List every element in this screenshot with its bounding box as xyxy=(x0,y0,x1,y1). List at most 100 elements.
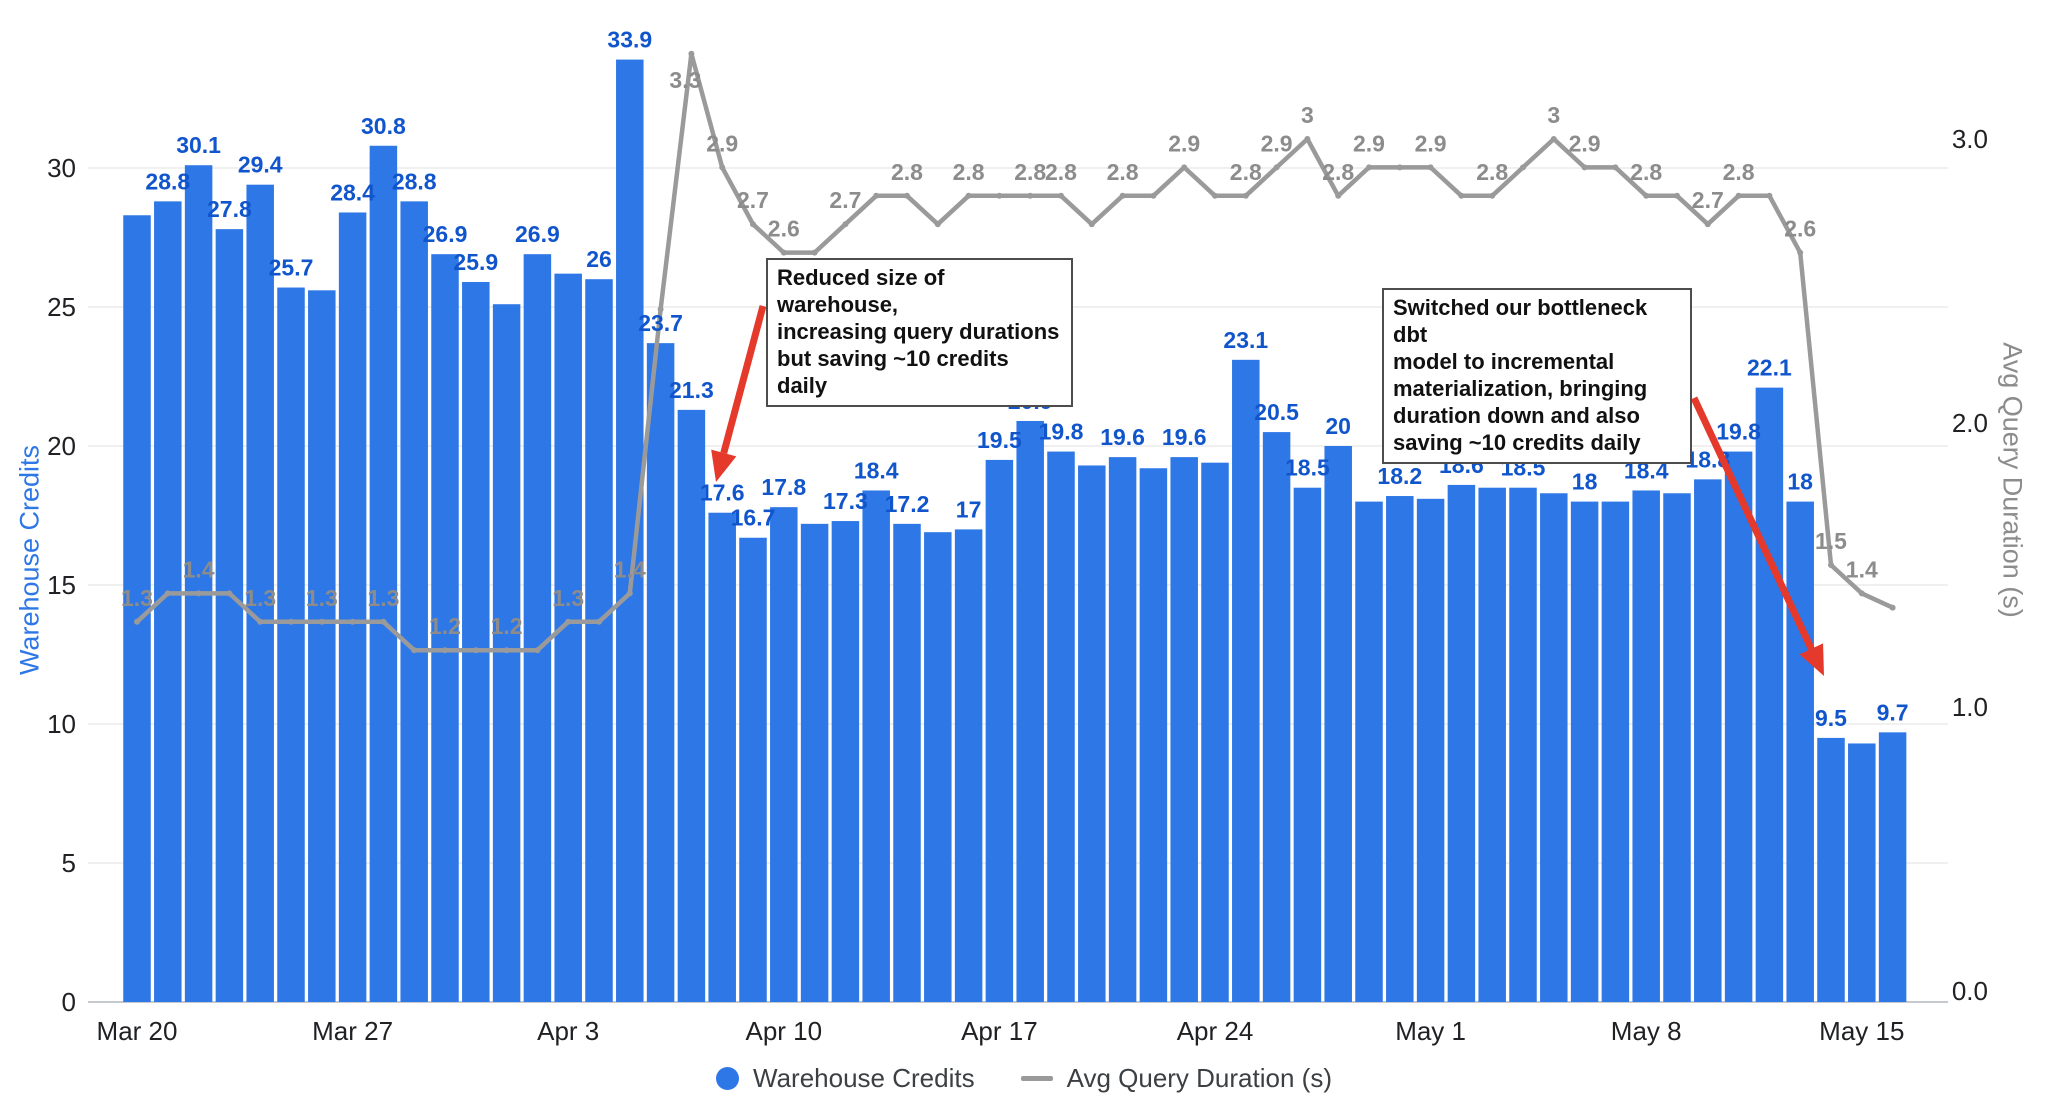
bar-warehouse-credits[interactable] xyxy=(1694,479,1722,1002)
line-point[interactable] xyxy=(1458,192,1465,199)
line-point[interactable] xyxy=(996,192,1003,199)
bar-warehouse-credits[interactable] xyxy=(800,523,829,1002)
line-point[interactable] xyxy=(164,590,171,597)
line-point[interactable] xyxy=(1273,164,1280,171)
line-point[interactable] xyxy=(472,647,479,654)
bar-warehouse-credits[interactable] xyxy=(1170,457,1198,1002)
line-point[interactable] xyxy=(1735,192,1742,199)
bar-warehouse-credits[interactable] xyxy=(677,409,706,1002)
bar-warehouse-credits[interactable] xyxy=(770,507,798,1002)
line-point[interactable] xyxy=(1150,192,1157,199)
line-point[interactable] xyxy=(503,647,510,654)
line-point[interactable] xyxy=(1581,164,1588,171)
line-point[interactable] xyxy=(226,590,233,597)
line-point[interactable] xyxy=(380,618,387,625)
bar-warehouse-credits[interactable] xyxy=(1108,457,1137,1002)
bar-warehouse-credits[interactable] xyxy=(739,537,767,1002)
line-point[interactable] xyxy=(1704,221,1711,228)
bar-warehouse-credits[interactable] xyxy=(338,212,367,1003)
line-point[interactable] xyxy=(1427,164,1434,171)
bar-warehouse-credits[interactable] xyxy=(1570,501,1599,1002)
bar-warehouse-credits[interactable] xyxy=(1478,487,1506,1002)
bar-warehouse-credits[interactable] xyxy=(1540,493,1568,1002)
bar-warehouse-credits[interactable] xyxy=(924,532,952,1002)
bar-warehouse-credits[interactable] xyxy=(523,254,552,1002)
line-point[interactable] xyxy=(657,306,664,313)
bar-warehouse-credits[interactable] xyxy=(708,512,736,1002)
line-point[interactable] xyxy=(750,221,756,228)
line-point[interactable] xyxy=(1766,192,1773,199)
line-point[interactable] xyxy=(1304,136,1311,142)
line-point[interactable] xyxy=(873,192,880,199)
bar-warehouse-credits[interactable] xyxy=(123,215,151,1002)
line-point[interactable] xyxy=(565,618,572,625)
bar-warehouse-credits[interactable] xyxy=(1786,501,1814,1002)
line-point[interactable] xyxy=(349,618,356,625)
bar-warehouse-credits[interactable] xyxy=(1386,496,1414,1002)
line-point[interactable] xyxy=(442,647,448,654)
bar-warehouse-credits[interactable] xyxy=(1817,737,1845,1002)
bar-warehouse-credits[interactable] xyxy=(1755,387,1784,1002)
bar-warehouse-credits[interactable] xyxy=(1232,359,1260,1002)
bar-warehouse-credits[interactable] xyxy=(1293,487,1322,1002)
line-point[interactable] xyxy=(965,192,972,199)
bar-warehouse-credits[interactable] xyxy=(646,343,675,1002)
line-point[interactable] xyxy=(1520,164,1526,171)
bar-warehouse-credits[interactable] xyxy=(985,459,1014,1002)
bar-warehouse-credits[interactable] xyxy=(369,145,398,1002)
line-point[interactable] xyxy=(1858,590,1865,597)
bar-warehouse-credits[interactable] xyxy=(862,490,890,1002)
bar-warehouse-credits[interactable] xyxy=(585,279,613,1002)
bar-warehouse-credits[interactable] xyxy=(400,201,428,1003)
line-point[interactable] xyxy=(134,618,140,625)
line-point[interactable] xyxy=(1489,192,1496,199)
line-point[interactable] xyxy=(1643,192,1650,199)
bar-warehouse-credits[interactable] xyxy=(1663,493,1691,1002)
line-point[interactable] xyxy=(780,249,787,256)
bar-warehouse-credits[interactable] xyxy=(1724,451,1753,1002)
bar-warehouse-credits[interactable] xyxy=(1324,446,1352,1002)
bar-warehouse-credits[interactable] xyxy=(554,273,582,1002)
line-point[interactable] xyxy=(1181,164,1188,171)
line-point[interactable] xyxy=(411,647,418,654)
bar-warehouse-credits[interactable] xyxy=(1848,743,1876,1002)
bar-warehouse-credits[interactable] xyxy=(462,281,490,1003)
line-point[interactable] xyxy=(1797,249,1804,256)
line-point[interactable] xyxy=(1088,221,1095,228)
bar-warehouse-credits[interactable] xyxy=(1509,487,1537,1002)
line-point[interactable] xyxy=(534,647,541,654)
bar-warehouse-credits[interactable] xyxy=(616,59,644,1002)
line-point[interactable] xyxy=(1058,192,1064,199)
line-point[interactable] xyxy=(1396,164,1403,171)
bar-warehouse-credits[interactable] xyxy=(954,529,983,1002)
line-point[interactable] xyxy=(1550,136,1557,142)
line-point[interactable] xyxy=(318,618,325,625)
line-point[interactable] xyxy=(1612,164,1619,171)
legend-item-avg-query-duration[interactable]: Avg Query Duration (s) xyxy=(1020,1063,1332,1094)
bar-warehouse-credits[interactable] xyxy=(1355,501,1383,1002)
line-point[interactable] xyxy=(626,590,633,597)
bar-warehouse-credits[interactable] xyxy=(246,184,274,1002)
bar-warehouse-credits[interactable] xyxy=(1139,468,1168,1002)
line-point[interactable] xyxy=(1889,604,1896,611)
bar-warehouse-credits[interactable] xyxy=(1601,501,1630,1002)
line-point[interactable] xyxy=(1027,192,1034,199)
line-point[interactable] xyxy=(904,192,910,199)
bar-warehouse-credits[interactable] xyxy=(277,287,305,1002)
line-point[interactable] xyxy=(195,590,202,597)
line-point[interactable] xyxy=(1366,164,1372,171)
bar-warehouse-credits[interactable] xyxy=(1416,498,1445,1002)
bar-warehouse-credits[interactable] xyxy=(1047,451,1075,1002)
line-point[interactable] xyxy=(257,618,264,625)
line-point[interactable] xyxy=(719,164,726,171)
line-point[interactable] xyxy=(1212,192,1218,199)
bar-warehouse-credits[interactable] xyxy=(1262,432,1291,1003)
bar-warehouse-credits[interactable] xyxy=(893,523,921,1002)
bar-warehouse-credits[interactable] xyxy=(1447,484,1476,1002)
bar-warehouse-credits[interactable] xyxy=(1078,465,1106,1003)
line-point[interactable] xyxy=(842,221,849,228)
bar-warehouse-credits[interactable] xyxy=(831,521,860,1002)
bar-warehouse-credits[interactable] xyxy=(1632,490,1660,1002)
bar-warehouse-credits[interactable] xyxy=(215,229,244,1002)
line-point[interactable] xyxy=(288,618,294,625)
